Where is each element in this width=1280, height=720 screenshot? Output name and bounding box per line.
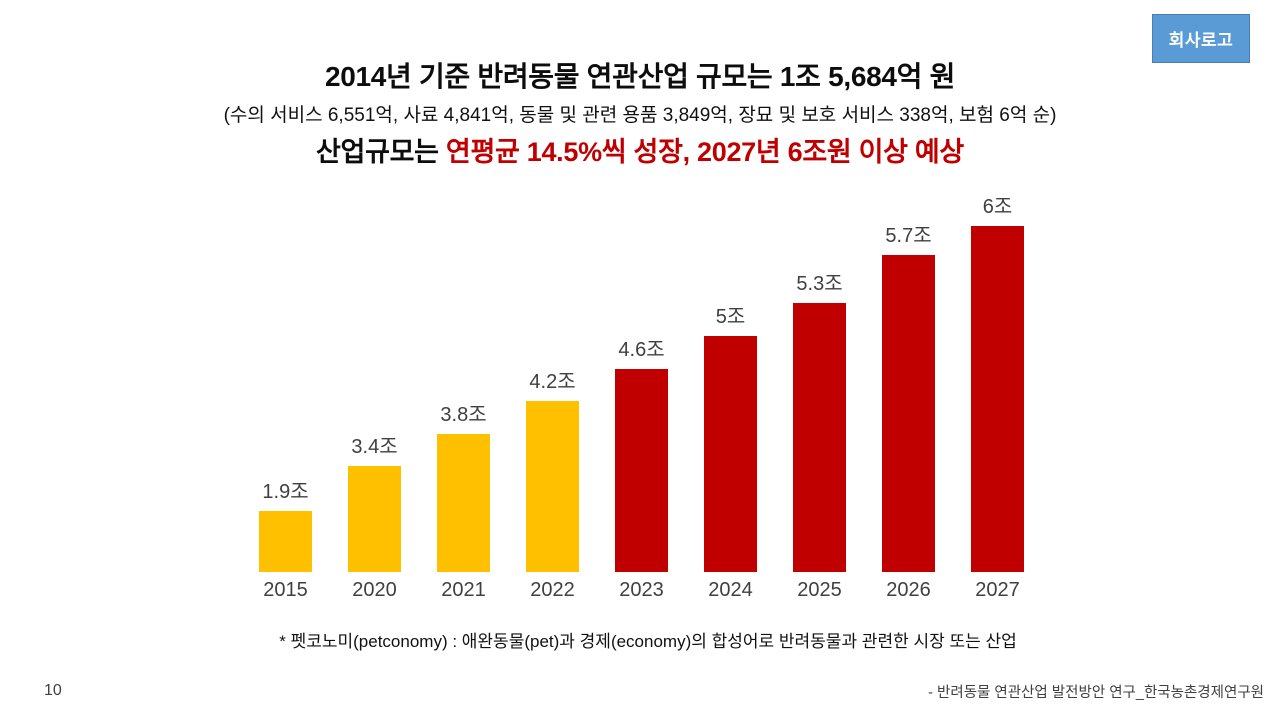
bar-2022	[526, 401, 579, 572]
title-line3-red-text: 연평균 14.5%씩 성장, 2027년 6조원 이상 예상	[445, 137, 964, 167]
title-line2: (수의 서비스 6,551억, 사료 4,841억, 동물 및 관련 용품 3,…	[223, 105, 1057, 126]
x-axis-label: 2022	[530, 579, 575, 601]
company-logo-placeholder: 회사로고	[1152, 14, 1250, 63]
bar-column-2023: 4.6조 2023	[597, 190, 686, 604]
bar-2026	[882, 255, 935, 572]
bar-value-label: 4.6조	[618, 339, 665, 361]
bar-chart: 1.9조 2015 3.4조 2020 3.8조 2021 4.2조 2022 4.6조 2023…	[241, 190, 1042, 604]
bar-value-label: 6조	[982, 196, 1013, 218]
bar-column-2024: 5조 2024	[686, 190, 775, 604]
bar-2024	[704, 336, 757, 572]
bar-value-label: 5.7조	[885, 225, 932, 247]
bar-column-2026: 5.7조 2026	[864, 190, 953, 604]
title-line1: 2014년 기준 반려동물 연관산업 규모는 1조 5,684억 원	[324, 61, 956, 92]
source-citation: - 반려동물 연관산업 발전방안 연구_한국농촌경제연구원	[928, 685, 1264, 701]
title-line3-black-text: 산업규모는	[316, 137, 446, 167]
bar-2025	[793, 303, 846, 572]
x-axis-label: 2026	[886, 579, 931, 601]
bar-value-label: 3.4조	[351, 436, 398, 458]
footnote: * 펫코노미(petconomy) : 애완동물(pet)과 경제(econom…	[279, 632, 1017, 651]
bar-column-2022: 4.2조 2022	[508, 190, 597, 604]
bar-column-2015: 1.9조 2015	[241, 190, 330, 604]
bar-value-label: 3.8조	[440, 404, 487, 426]
bar-column-2021: 3.8조 2021	[419, 190, 508, 604]
x-axis-label: 2023	[619, 579, 664, 601]
bar-2021	[437, 434, 490, 572]
x-axis-label: 2020	[352, 579, 397, 601]
bar-2020	[348, 466, 401, 572]
x-axis-label: 2027	[975, 579, 1020, 602]
bar-value-label: 1.9조	[262, 481, 309, 503]
company-logo-label: 회사로고	[1168, 31, 1234, 50]
page-number: 10	[44, 682, 62, 699]
bar-value-label: 5조	[715, 306, 746, 328]
bar-2015	[259, 511, 312, 572]
bar-value-label: 4.2조	[529, 371, 576, 393]
x-axis-label: 2015	[263, 579, 308, 601]
x-axis-label: 2025	[797, 579, 842, 601]
x-axis-label: 2021	[441, 579, 486, 601]
x-axis-label: 2024	[708, 579, 753, 601]
bar-2027	[971, 226, 1024, 573]
bar-2023	[615, 369, 668, 572]
bar-column-2027: 6조 2027	[953, 190, 1042, 604]
bar-column-2020: 3.4조 2020	[330, 190, 419, 604]
bar-value-label: 5.3조	[796, 273, 843, 295]
title-line3: 산업규모는 연평균 14.5%씩 성장, 2027년 6조원 이상 예상	[0, 130, 1280, 169]
bar-column-2025: 5.3조 2025	[775, 190, 864, 604]
